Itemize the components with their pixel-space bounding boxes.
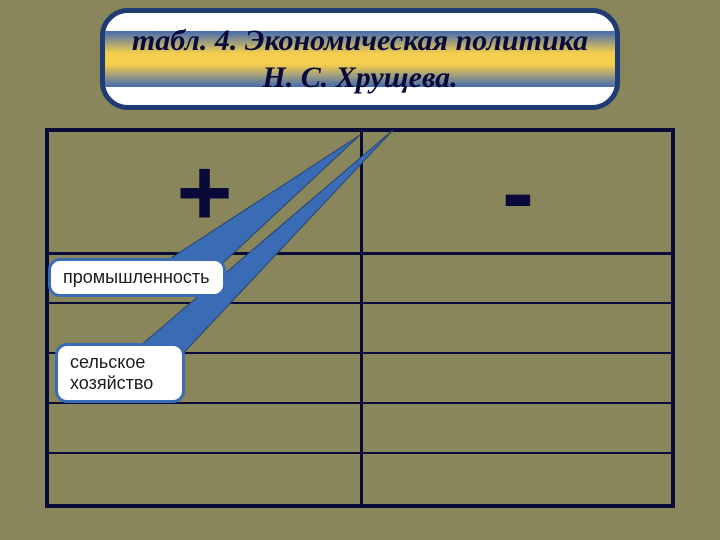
- callout-agriculture-label: сельское хозяйство: [70, 352, 153, 393]
- title-text: табл. 4. Экономическая политика Н. С. Хр…: [105, 13, 615, 105]
- callout-industry-label: промышленность: [63, 267, 210, 287]
- table-row-rule: [49, 302, 671, 304]
- title-banner: табл. 4. Экономическая политика Н. С. Хр…: [100, 8, 620, 110]
- callout-industry: промышленность: [48, 258, 226, 297]
- comparison-table: + -: [45, 128, 675, 508]
- column-minus-header: -: [363, 132, 673, 254]
- table-row-rule: [49, 452, 671, 454]
- slide-stage: табл. 4. Экономическая политика Н. С. Хр…: [0, 0, 720, 540]
- column-plus-header: +: [49, 132, 360, 254]
- callout-agriculture: сельское хозяйство: [55, 343, 185, 403]
